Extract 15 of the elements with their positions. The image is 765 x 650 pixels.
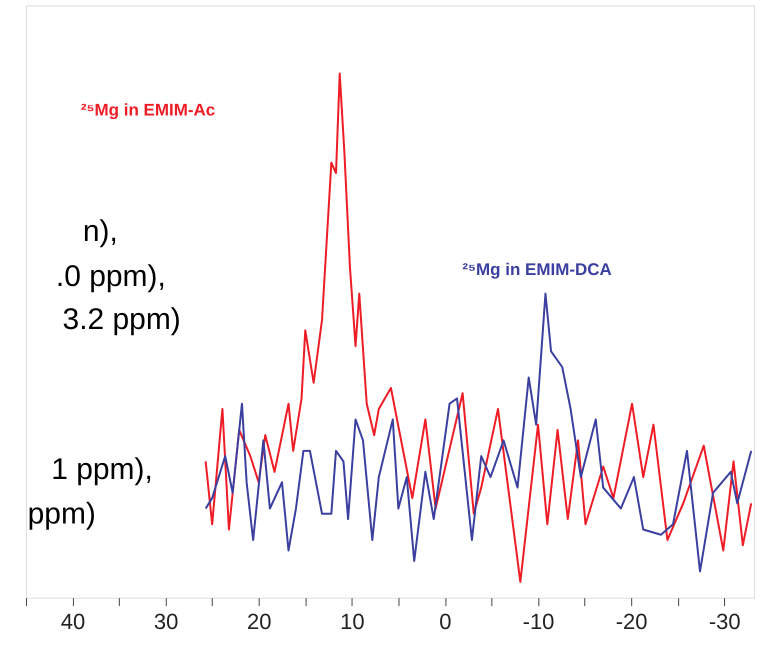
x-tick-label: -30 [708, 609, 741, 634]
series-label: ²⁵Mg in EMIM-DCA [462, 260, 612, 280]
annotation: ppm) [28, 498, 96, 531]
annotation: .0 ppm), [56, 260, 166, 294]
x-tick-label: 40 [60, 609, 86, 634]
x-tick-label: 30 [154, 609, 178, 634]
x-tick-label: -10 [522, 609, 554, 634]
text: ²⁵Mg in EMIM-Ac [80, 100, 216, 120]
x-tick-label: -20 [616, 609, 648, 634]
annotation: n), [82, 215, 118, 248]
x-tick-label: 10 [340, 609, 365, 634]
annotation: 3.2 ppm) [62, 302, 181, 336]
annotation: 1 ppm), [51, 452, 153, 486]
x-tick-label: 20 [247, 609, 272, 634]
x-tick-label: 0 [439, 609, 452, 634]
